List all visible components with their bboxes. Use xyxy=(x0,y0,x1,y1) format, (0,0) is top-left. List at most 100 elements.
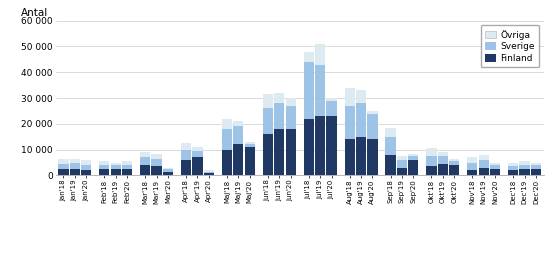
Bar xyxy=(326,116,337,175)
Bar xyxy=(478,168,489,175)
Bar xyxy=(356,137,366,175)
Bar xyxy=(367,114,377,139)
Bar xyxy=(222,129,232,150)
Bar xyxy=(140,157,150,165)
Bar xyxy=(408,154,418,156)
Bar xyxy=(304,62,314,119)
Bar xyxy=(285,106,296,129)
Bar xyxy=(81,170,91,175)
Bar xyxy=(519,169,529,175)
Bar xyxy=(285,129,296,175)
Bar xyxy=(110,165,121,169)
Bar xyxy=(531,169,541,175)
Bar xyxy=(531,165,541,169)
Bar xyxy=(122,161,132,165)
Bar xyxy=(99,161,109,165)
Bar xyxy=(438,156,448,164)
Bar xyxy=(274,129,284,175)
Bar xyxy=(181,160,191,175)
Bar xyxy=(263,108,273,134)
Bar xyxy=(386,128,396,137)
Bar xyxy=(408,156,418,160)
Bar xyxy=(397,156,407,160)
Bar xyxy=(110,163,121,165)
Bar xyxy=(70,163,80,169)
Bar xyxy=(245,142,255,144)
Bar xyxy=(315,64,325,116)
Bar xyxy=(263,94,273,108)
Bar xyxy=(110,169,121,175)
Bar xyxy=(163,168,173,169)
Bar xyxy=(245,147,255,175)
Bar xyxy=(315,44,325,64)
Bar xyxy=(233,144,244,175)
Bar xyxy=(356,90,366,103)
Bar xyxy=(233,126,244,144)
Bar xyxy=(204,172,214,173)
Bar xyxy=(345,139,355,175)
Bar xyxy=(345,88,355,106)
Bar xyxy=(274,93,284,103)
Bar xyxy=(152,166,162,175)
Bar xyxy=(490,163,500,165)
Bar xyxy=(449,165,460,175)
Bar xyxy=(181,143,191,150)
Bar xyxy=(490,165,500,169)
Bar xyxy=(531,163,541,165)
Text: Antal: Antal xyxy=(21,7,48,18)
Bar xyxy=(426,156,437,166)
Bar xyxy=(204,170,214,172)
Bar xyxy=(467,170,477,175)
Bar xyxy=(426,148,437,156)
Bar xyxy=(386,155,396,175)
Bar xyxy=(58,169,69,175)
Bar xyxy=(152,154,162,159)
Bar xyxy=(345,106,355,139)
Bar xyxy=(467,157,477,163)
Bar xyxy=(58,159,69,164)
Bar xyxy=(386,137,396,155)
Bar xyxy=(519,161,529,165)
Bar xyxy=(99,169,109,175)
Bar xyxy=(449,159,460,161)
Bar xyxy=(397,168,407,175)
Bar xyxy=(193,147,203,151)
Bar xyxy=(304,119,314,175)
Bar xyxy=(70,159,80,163)
Bar xyxy=(152,159,162,166)
Bar xyxy=(356,103,366,137)
Bar xyxy=(70,169,80,175)
Bar xyxy=(81,160,91,165)
Bar xyxy=(58,164,69,169)
Bar xyxy=(304,52,314,62)
Bar xyxy=(438,164,448,175)
Legend: Övriga, Sverige, Finland: Övriga, Sverige, Finland xyxy=(481,25,539,68)
Bar xyxy=(222,150,232,175)
Bar xyxy=(122,165,132,169)
Bar xyxy=(367,139,377,175)
Bar xyxy=(81,165,91,170)
Bar xyxy=(163,169,173,172)
Bar xyxy=(204,173,214,175)
Bar xyxy=(99,165,109,169)
Bar xyxy=(478,160,489,168)
Bar xyxy=(122,169,132,175)
Bar xyxy=(478,155,489,160)
Bar xyxy=(222,119,232,129)
Bar xyxy=(408,160,418,175)
Bar xyxy=(263,134,273,175)
Bar xyxy=(163,172,173,175)
Bar xyxy=(449,161,460,165)
Bar xyxy=(140,165,150,175)
Bar xyxy=(467,163,477,170)
Bar xyxy=(508,163,518,166)
Bar xyxy=(245,144,255,147)
Bar xyxy=(426,166,437,175)
Bar xyxy=(508,170,518,175)
Bar xyxy=(193,157,203,175)
Bar xyxy=(438,152,448,156)
Bar xyxy=(274,103,284,129)
Bar xyxy=(285,98,296,106)
Bar xyxy=(397,160,407,168)
Bar xyxy=(326,98,337,101)
